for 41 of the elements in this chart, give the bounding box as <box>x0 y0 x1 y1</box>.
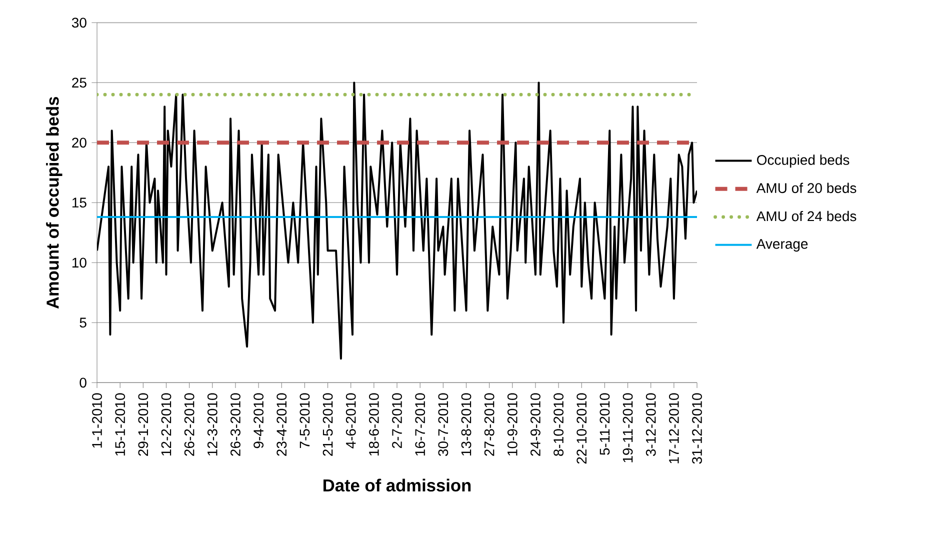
x-tick-label: 12-2-2010 <box>161 393 172 456</box>
legend-label: AMU of 24 beds <box>756 211 856 222</box>
x-tick-label: 15-1-2010 <box>115 393 126 456</box>
x-tick-label: 30-7-2010 <box>438 393 448 456</box>
x-tick-label: 5-11-2010 <box>600 393 610 456</box>
legend-label: AMU of 20 beds <box>756 182 856 194</box>
y-tick-label: 0 <box>80 378 86 388</box>
x-tick-label: 10-9-2010 <box>507 393 518 456</box>
x-tick-label: 26-2-2010 <box>184 393 194 456</box>
y-tick-label: 25 <box>72 78 86 88</box>
x-tick-label: 31-12-2010 <box>692 393 702 464</box>
x-tick-label: 18-6-2010 <box>368 393 379 456</box>
y-tick-label: 10 <box>72 258 86 268</box>
y-tick-label: 5 <box>80 318 86 328</box>
x-tick-label: 8-10-2010 <box>554 393 564 456</box>
x-axis-title: Date of admission <box>324 478 471 492</box>
legend-label: Occupied beds <box>757 154 850 168</box>
x-tick-label: 23-4-2010 <box>276 393 287 456</box>
y-tick-label: 30 <box>72 18 86 28</box>
x-tick-label: 22-10-2010 <box>576 393 587 464</box>
x-tick-label: 21-5-2010 <box>322 393 333 456</box>
x-tick-label: 26-3-2010 <box>230 393 240 456</box>
x-tick-label: 4-6-2010 <box>346 393 356 449</box>
x-tick-label: 16-7-2010 <box>415 393 426 456</box>
x-tick-label: 17-12-2010 <box>668 393 679 464</box>
x-tick-label: 1-1-2010 <box>92 393 102 448</box>
line-series <box>97 82 698 360</box>
x-tick-label: 27-8-2010 <box>484 393 494 456</box>
x-tick-label: 29-1-2010 <box>138 393 148 456</box>
x-tick-label: 3-12-2010 <box>646 393 656 456</box>
y-tick-label: 15 <box>72 198 86 208</box>
legend-label: Average <box>756 239 808 252</box>
y-tick-label: 20 <box>72 138 86 148</box>
x-tick-label: 12-3-2010 <box>207 393 218 456</box>
x-tick-label: 19-11-2010 <box>622 393 633 462</box>
y-axis-title: Amount of occupied beds <box>46 97 62 309</box>
x-tick-label: 13-8-2010 <box>461 393 472 456</box>
x-tick-label: 2-7-2010 <box>392 393 402 448</box>
x-tick-label: 7-5-2010 <box>300 393 310 448</box>
x-tick-label: 9-4-2010 <box>254 393 264 448</box>
x-tick-label: 24-9-2010 <box>530 393 540 456</box>
